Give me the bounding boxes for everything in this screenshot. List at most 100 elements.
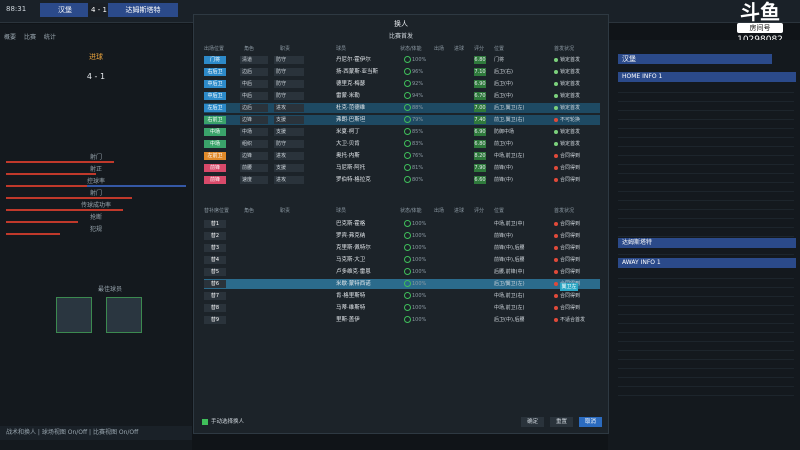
player-name[interactable]: 德里克·梅瑟 (336, 81, 366, 87)
bench-tag[interactable]: 替7 (204, 292, 226, 300)
duty-select[interactable]: 支援 (274, 116, 304, 124)
duty-select[interactable]: 支援 (274, 164, 304, 172)
player-name[interactable]: 克里斯·佩特尔 (336, 245, 371, 251)
position-tag[interactable]: 中场 (204, 128, 226, 136)
role-select[interactable]: 边后 (240, 104, 268, 112)
bench-tag[interactable]: 替9 (204, 316, 226, 324)
checkbox-label: 手动选择换人 (211, 419, 245, 425)
sub-row[interactable]: 替4 马克斯·大卫 100% 前锋(中),后腰 合同得到 (204, 255, 600, 265)
player-card[interactable] (105, 297, 142, 333)
role-select[interactable]: 前腰 (240, 164, 268, 172)
player-name[interactable]: 马蒂·维斯特 (336, 305, 366, 311)
player-name[interactable]: 米歇·蒙特西诺 (336, 281, 371, 287)
tab-summary[interactable]: 概要 (4, 34, 17, 41)
duty-select[interactable]: 进攻 (274, 176, 304, 184)
starter-row[interactable]: 中后卫 中后 防守 雷蒙·米勒 94% 6.70 后卫(中) 锁定首发 (204, 91, 600, 101)
duty-select[interactable]: 防守 (274, 80, 304, 88)
bench-tag[interactable]: 替2 (204, 232, 226, 240)
position-tag[interactable]: 左后卫 (204, 104, 226, 112)
fitness-ring-icon (404, 176, 411, 183)
duty-select[interactable]: 支援 (274, 128, 304, 136)
bench-tag[interactable]: 替6 (204, 280, 226, 288)
starter-row[interactable]: 中场 组织 防守 大卫·贝肯 83% 6.80 前卫(中) 锁定首发 (204, 139, 600, 149)
bench-tag[interactable]: 替3 (204, 244, 226, 252)
bench-tag[interactable]: 替4 (204, 256, 226, 264)
col-role-pos: 位置 (494, 208, 505, 214)
player-name[interactable]: 弗朗·巴斯坦 (336, 117, 366, 123)
position-tag[interactable]: 中场 (204, 140, 226, 148)
tab-stats[interactable]: 统计 (43, 34, 56, 41)
position-tag[interactable]: 中后卫 (204, 92, 226, 100)
duty-select[interactable]: 防守 (274, 92, 304, 100)
position-tag[interactable]: 左前卫 (204, 152, 226, 160)
sub-row[interactable]: 替1 巴克斯·霍格 100% 中场,前卫(中) 合同得到 (204, 219, 600, 229)
duty-select[interactable]: 进攻 (274, 152, 304, 160)
fitness-value: 100% (412, 305, 427, 311)
starter-row[interactable]: 右前卫 边锋 支援 弗朗·巴斯坦 79% 7.40 前卫,翼卫(右) 不可轮换 (204, 115, 600, 125)
fitness-value: 100% (412, 293, 427, 299)
duty-select[interactable]: 防守 (274, 68, 304, 76)
player-name[interactable]: 丹尼尔·霍伊尔 (336, 57, 371, 63)
player-name[interactable]: 马克斯·大卫 (336, 257, 366, 263)
sub-row[interactable]: 替8 马蒂·维斯特 100% 中场,前卫(左) 合同得到 (204, 303, 600, 313)
player-name[interactable]: 罗宾·弗克纳 (336, 233, 366, 239)
player-name[interactable]: 罗伯特·格拉克 (336, 177, 371, 183)
position-tag[interactable]: 右前卫 (204, 116, 226, 124)
player-name[interactable]: 米夏·柯丁 (336, 129, 360, 135)
player-name[interactable]: 杜克·范德维 (336, 105, 366, 111)
bench-tag[interactable]: 替1 (204, 220, 226, 228)
role-select[interactable]: 中后 (240, 80, 268, 88)
role-select[interactable]: 边锋 (240, 152, 268, 160)
position-tag[interactable]: 门将 (204, 56, 226, 64)
role-select[interactable]: 中后 (240, 92, 268, 100)
sub-row[interactable]: 替9 里斯·盖伊 100% 后卫(中),后腰 不适合首发 (204, 315, 600, 325)
sub-row[interactable]: 替7 肯·格里斯特 100% 中场,前卫(右) 合同得到 (204, 291, 600, 301)
player-name[interactable]: 大卫·贝肯 (336, 141, 360, 147)
starter-row[interactable]: 门将 清道 防守 丹尼尔·霍伊尔 100% 6.80 门将 锁定首发 (204, 55, 600, 65)
bench-tag[interactable]: 替8 (204, 304, 226, 312)
sub-row[interactable]: 替5 卢多维克·雷恩 100% 后腰,前锋(中) 合同得到 (204, 267, 600, 277)
position-tag[interactable]: 右后卫 (204, 68, 226, 76)
checkbox-icon[interactable] (202, 418, 208, 425)
role-select[interactable]: 中场 (240, 128, 268, 136)
starter-row[interactable]: 左后卫 边后 进攻 杜克·范德维 88% 7.00 后卫,翼卫(左) 锁定首发 (204, 103, 600, 113)
confirm-button[interactable]: 确定 (521, 417, 545, 427)
position-tag[interactable]: 中后卫 (204, 80, 226, 88)
starter-row[interactable]: 前锋 速度 进攻 罗伯特·格拉克 80% 6.60 前锋(中) 合同得到 (204, 175, 600, 185)
starter-row[interactable]: 中场 中场 支援 米夏·柯丁 85% 6.90 防御中场 锁定首发 (204, 127, 600, 137)
player-name[interactable]: 里斯·盖伊 (336, 317, 360, 323)
starter-row[interactable]: 左前卫 边锋 进攻 奥托·内斯 76% 8.20 中场,前卫(左) 合同得到 (204, 151, 600, 161)
player-name[interactable]: 雷蒙·米勒 (336, 93, 360, 99)
player-name[interactable]: 奥托·内斯 (336, 153, 360, 159)
player-position: 前锋(中) (494, 177, 513, 183)
player-name[interactable]: 卢多维克·雷恩 (336, 269, 371, 275)
sub-row[interactable]: 替2 罗宾·弗克纳 100% 前锋(中) 合同得到 (204, 231, 600, 241)
cancel-button[interactable]: 取消 (578, 417, 602, 427)
duty-select[interactable]: 防守 (274, 140, 304, 148)
position-tag[interactable]: 前锋 (204, 164, 226, 172)
tab-match[interactable]: 比赛 (23, 34, 36, 41)
role-select[interactable]: 速度 (240, 176, 268, 184)
reset-button[interactable]: 重置 (550, 417, 574, 427)
starter-row[interactable]: 中后卫 中后 防守 德里克·梅瑟 92% 6.90 后卫(中) 锁定首发 (204, 79, 600, 89)
duty-select[interactable]: 防守 (274, 56, 304, 64)
manual-sub-checkbox[interactable]: 手动选择换人 (202, 417, 244, 425)
bench-tag[interactable]: 替5 (204, 268, 226, 276)
left-bottom-bar[interactable]: 战术和换人 | 球场视图 On/Off | 比赛视图 On/Off (0, 426, 192, 440)
sub-row[interactable]: 替3 克里斯·佩特尔 100% 前锋(中),后腰 合同得到 (204, 243, 600, 253)
duty-select[interactable]: 进攻 (274, 104, 304, 112)
role-select[interactable]: 边锋 (240, 116, 268, 124)
player-name[interactable]: 马尼斯·阿托 (336, 165, 366, 171)
status: 合同得到 (554, 255, 580, 265)
position-tag[interactable]: 前锋 (204, 176, 226, 184)
starter-row[interactable]: 前锋 前腰 支援 马尼斯·阿托 81% 7.90 前锋(中) 合同得到 (204, 163, 600, 173)
role-select[interactable]: 清道 (240, 56, 268, 64)
starter-row[interactable]: 右后卫 边后 防守 扬·西蒙斯·亚当斯 96% 7.10 后卫(右) 锁定首发 (204, 67, 600, 77)
player-name[interactable]: 肯·格里斯特 (336, 293, 366, 299)
player-card[interactable] (56, 297, 92, 333)
player-name[interactable]: 扬·西蒙斯·亚当斯 (336, 69, 378, 75)
role-select[interactable]: 组织 (240, 140, 268, 148)
role-select[interactable]: 边后 (240, 68, 268, 76)
player-name[interactable]: 巴克斯·霍格 (336, 221, 366, 227)
